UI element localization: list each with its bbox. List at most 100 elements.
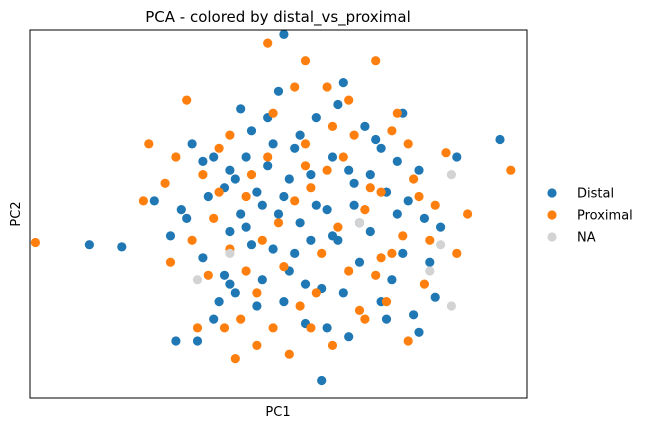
point-proximal-5 (203, 270, 213, 280)
point-proximal-71 (268, 323, 278, 333)
point-distal-4 (165, 231, 176, 241)
point-proximal-33 (230, 354, 240, 364)
point-proximal-37 (360, 314, 370, 324)
point-distal-60 (306, 235, 316, 245)
point-distal-72 (365, 170, 375, 180)
point-proximal-61 (327, 121, 338, 131)
point-proximal-1 (263, 38, 273, 48)
point-proximal-47 (338, 152, 348, 162)
point-distal-56 (290, 248, 300, 258)
point-distal-13 (241, 222, 251, 232)
point-proximal-58 (198, 170, 208, 180)
point-distal-88 (198, 156, 208, 166)
point-proximal-42 (506, 165, 516, 175)
point-distal-67 (203, 191, 213, 202)
point-distal-33 (349, 178, 359, 188)
point-proximal-9 (246, 170, 257, 180)
point-na-3 (436, 240, 446, 250)
point-distal-40 (387, 275, 397, 285)
point-distal-12 (236, 104, 246, 114)
point-distal-64 (295, 130, 305, 140)
point-proximal-57 (381, 297, 392, 307)
point-proximal-48 (371, 270, 381, 280)
point-distal-49 (452, 152, 462, 162)
point-distal-63 (257, 275, 267, 285)
legend-label-distal: Distal (577, 187, 614, 202)
legend: Distal Proximal NA (547, 187, 633, 246)
point-proximal-44 (241, 266, 251, 276)
point-proximal-28 (452, 248, 462, 258)
point-distal-74 (241, 152, 251, 162)
point-proximal-25 (419, 279, 429, 289)
point-proximal-53 (392, 108, 402, 118)
point-distal-75 (284, 174, 294, 184)
point-distal-89 (392, 209, 402, 219)
point-proximal-2 (300, 56, 311, 66)
point-proximal-17 (333, 222, 343, 232)
point-proximal-39 (144, 139, 154, 149)
point-proximal-69 (322, 82, 332, 92)
point-distal-77 (425, 257, 435, 267)
point-proximal-36 (327, 340, 338, 350)
point-proximal-0 (30, 237, 40, 248)
point-proximal-31 (165, 257, 176, 267)
legend-marker-distal (547, 188, 557, 198)
point-proximal-68 (187, 235, 197, 245)
point-distal-58 (273, 209, 284, 219)
point-distal-7 (198, 253, 208, 263)
point-proximal-8 (236, 314, 246, 324)
legend-label-na: NA (577, 231, 596, 246)
point-distal-20 (279, 191, 289, 202)
point-na-5 (446, 301, 456, 311)
point-proximal-59 (290, 82, 300, 92)
point-proximal-15 (311, 288, 321, 298)
point-distal-10 (225, 279, 235, 289)
point-proximal-26 (430, 200, 440, 210)
point-proximal-6 (214, 187, 224, 197)
point-na-4 (425, 266, 435, 276)
point-proximal-46 (306, 183, 316, 193)
point-proximal-12 (279, 262, 289, 272)
point-distal-22 (290, 143, 300, 153)
point-distal-71 (268, 139, 278, 149)
point-distal-36 (365, 226, 375, 237)
point-distal-87 (279, 297, 289, 307)
legend-marker-na (547, 232, 557, 242)
point-distal-8 (209, 152, 219, 162)
point-proximal-14 (300, 139, 311, 149)
point-proximal-51 (295, 301, 305, 311)
point-distal-50 (495, 134, 505, 145)
point-distal-1 (117, 242, 127, 252)
point-distal-85 (236, 209, 246, 219)
point-distal-59 (252, 187, 262, 197)
point-distal-44 (409, 310, 419, 320)
point-proximal-56 (360, 205, 370, 215)
point-distal-91 (225, 226, 235, 237)
point-distal-52 (192, 336, 203, 346)
point-distal-46 (419, 213, 429, 223)
point-distal-83 (311, 200, 321, 210)
point-distal-43 (403, 196, 413, 206)
point-proximal-74 (214, 143, 224, 153)
point-distal-45 (414, 165, 424, 175)
point-distal-37 (371, 134, 381, 145)
point-distal-73 (230, 288, 240, 298)
point-proximal-70 (344, 266, 354, 276)
point-distal-51 (171, 336, 181, 346)
point-proximal-16 (322, 165, 332, 175)
point-distal-68 (322, 323, 332, 333)
point-distal-29 (327, 152, 338, 162)
point-proximal-65 (241, 191, 251, 202)
point-distal-47 (430, 292, 440, 302)
point-proximal-63 (219, 323, 230, 333)
point-distal-70 (246, 240, 257, 250)
point-proximal-54 (263, 152, 273, 162)
point-proximal-23 (398, 231, 408, 241)
point-distal-15 (252, 301, 262, 311)
point-proximal-38 (403, 336, 413, 346)
point-distal-53 (317, 375, 327, 386)
point-distal-55 (225, 165, 235, 175)
point-distal-41 (392, 156, 402, 166)
point-distal-54 (214, 297, 224, 307)
point-distal-57 (327, 231, 338, 241)
